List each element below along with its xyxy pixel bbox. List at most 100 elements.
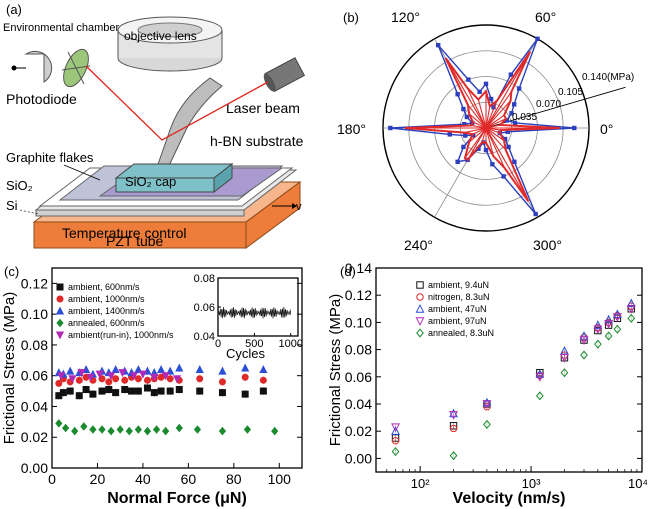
xtick-label: 20 <box>90 471 106 487</box>
photodiode-icon <box>11 48 91 88</box>
polar-point <box>501 174 506 179</box>
polar-point <box>476 146 481 151</box>
legend-label: nitrogen, 8.3uN <box>428 292 490 302</box>
polar-point <box>466 77 471 82</box>
data-point <box>218 389 226 397</box>
data-point <box>95 370 104 379</box>
polar-point <box>388 125 393 131</box>
polar-point <box>508 72 514 77</box>
data-point <box>75 376 83 384</box>
data-point <box>535 373 545 382</box>
data-point <box>143 376 151 384</box>
inset-xtick-label: 0 <box>215 338 221 350</box>
polar-ray <box>485 51 531 129</box>
data-point <box>138 370 148 379</box>
polar-ray <box>464 127 487 134</box>
panel-b-label: (b) <box>343 10 359 25</box>
data-point <box>118 369 127 378</box>
inset-xtick-label: 1000 <box>278 338 302 350</box>
polar-point <box>533 211 538 217</box>
polar-ray <box>472 127 487 135</box>
data-point <box>449 451 458 461</box>
data-point <box>241 390 249 398</box>
hbn-label: h-BN substrate <box>210 133 304 149</box>
polar-series-line <box>390 38 575 215</box>
inset-xtick-label: 500 <box>245 338 263 350</box>
data-point <box>175 363 184 372</box>
data-point <box>152 425 161 434</box>
ytick-label: 0.04 <box>345 396 372 412</box>
photodiode-label: Photodiode <box>6 91 77 107</box>
plot-d: 0.00 0.02 0.04 0.06 0.08 0.10 0.12 0.14 10² 10³ 10… <box>327 260 648 507</box>
laser-icon <box>263 57 306 93</box>
data-point <box>105 386 113 394</box>
chamber-label: Environmental chamber <box>3 22 120 34</box>
data-point <box>156 365 166 374</box>
ytick-label: 0.02 <box>345 423 372 439</box>
data-point <box>391 426 400 435</box>
legend-label: ambient, 47uN <box>428 304 487 314</box>
legend-label: annealed, 600nm/s <box>68 318 145 328</box>
data-point <box>134 375 142 383</box>
data-point <box>128 387 136 395</box>
data-point <box>66 387 74 395</box>
x-axis-title: Velocity (nm/s) <box>453 490 566 507</box>
data-point <box>259 387 267 395</box>
data-point <box>594 339 602 349</box>
polar-point <box>506 144 511 150</box>
data-point <box>105 378 113 386</box>
data-point <box>111 365 120 374</box>
panel-d: (d) 0.00 0.02 0.04 0.06 0.08 0.10 0.12 0.14 10² 1… <box>327 260 648 507</box>
polar-point <box>504 118 509 123</box>
xtick-label: 40 <box>135 471 151 487</box>
polar-point <box>491 105 496 110</box>
inset-series-line <box>217 307 292 319</box>
inset-xlabel: Cycles <box>226 346 266 361</box>
data-point <box>196 375 204 383</box>
data-point <box>62 423 70 433</box>
pzt-label: PZT tube <box>106 233 164 249</box>
data-point <box>143 384 151 392</box>
angle-label-300: 300° <box>533 237 562 253</box>
data-point <box>612 313 622 322</box>
xtick-label: 10² <box>411 476 430 491</box>
polar-point <box>435 42 441 48</box>
laser-label: Laser beam <box>226 100 300 116</box>
polar-point <box>535 36 540 41</box>
data-point <box>580 350 588 360</box>
data-point <box>71 426 79 436</box>
data-point <box>121 386 129 394</box>
data-point <box>98 425 106 434</box>
data-point <box>86 373 95 382</box>
polar-point <box>461 106 466 112</box>
polar-ray <box>472 121 487 129</box>
data-point <box>243 425 252 434</box>
data-point <box>604 331 613 341</box>
polar-point <box>463 133 468 138</box>
polar-ray <box>445 57 487 129</box>
legend-marker <box>415 317 425 326</box>
inset-ytick-label: 0.08 <box>194 273 215 285</box>
panel-c: (c) 0.00 0.02 0.04 0.06 0.08 0.10 0.12 0 20 40 60 8… <box>1 264 303 507</box>
polar-ray <box>485 124 501 129</box>
objective-lens-icon <box>117 16 223 72</box>
ytick-label: 0.00 <box>345 450 372 466</box>
polar-point <box>511 102 517 107</box>
data-point <box>129 372 138 381</box>
data-point <box>55 379 63 387</box>
xtick-label: 10³ <box>522 476 541 491</box>
polar-point <box>572 125 577 131</box>
legend-marker <box>56 318 64 328</box>
temp-label: Temperature control <box>62 225 187 241</box>
plot-frame <box>51 267 303 469</box>
polar-point <box>505 129 510 135</box>
inset-ytick-label: 0.06 <box>194 302 215 314</box>
data-point <box>89 390 97 398</box>
legend-marker <box>56 295 64 303</box>
panel-b: (b) 120° 60° 180° 0° 240° 300° 0.140(MPa… <box>337 9 634 253</box>
legend-label: ambient, 9.4uN <box>428 280 489 290</box>
data-point <box>218 366 227 375</box>
polar-ray <box>485 127 495 157</box>
legend-marker <box>55 331 65 340</box>
